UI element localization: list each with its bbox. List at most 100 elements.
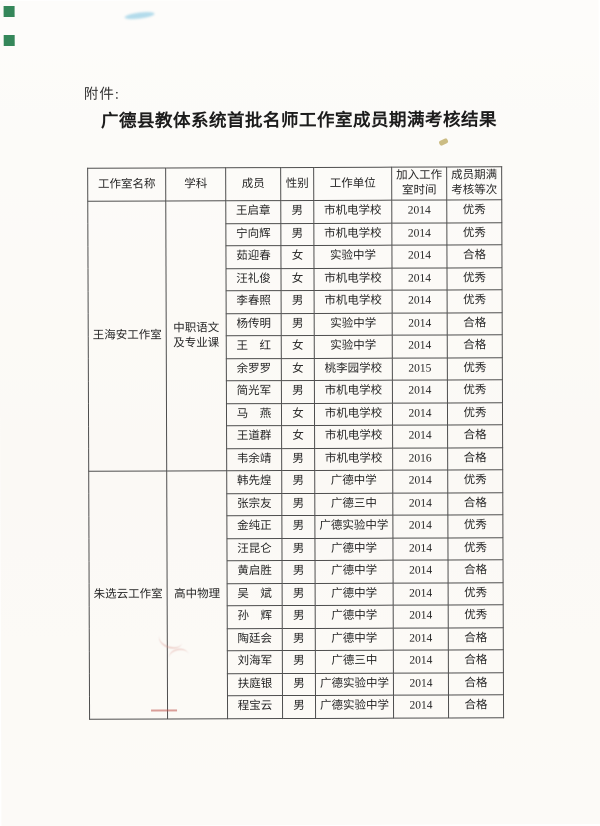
member-name-cell: 张宗友 <box>226 493 282 516</box>
assessment-grade-cell: 合格 <box>448 627 504 650</box>
work-unit-cell: 桃李园学校 <box>314 357 393 381</box>
gender-cell: 男 <box>281 537 316 561</box>
gender-cell: 男 <box>280 222 314 246</box>
work-unit-cell: 市机电学校 <box>314 380 393 403</box>
table-row: 王海安工作室 中职语文 及专业课 王启章男市机电学校 2014 优秀 <box>87 199 502 472</box>
gender-cell: 女 <box>280 245 314 269</box>
join-year-cell: 2014 <box>393 672 449 696</box>
assessment-grade-cell: 优秀 <box>446 222 502 245</box>
work-unit-cell: 广德中学 <box>315 582 394 606</box>
work-unit-cell: 市机电学校 <box>314 290 393 313</box>
gender-cell: 女 <box>281 402 315 426</box>
join-year-cell: 2014 <box>393 604 449 628</box>
member-name-cell: 吴 斌 <box>227 583 283 606</box>
join-year-cell: 2014 <box>392 334 448 358</box>
gender-cell: 男 <box>281 447 315 471</box>
gender-cell: 男 <box>282 560 316 584</box>
work-unit-cell: 实验中学 <box>313 245 392 268</box>
member-name-cell: 简光军 <box>226 380 282 404</box>
join-year-cell: 2014 <box>391 244 447 268</box>
column-header-3: 性别 <box>280 167 314 201</box>
join-year-cell: 2014 <box>391 267 448 291</box>
assessment-grade-cell: 优秀 <box>446 199 502 223</box>
join-year-cell: 2014 <box>392 424 448 448</box>
member-name-cell: 刘海军 <box>227 650 283 674</box>
studio-name-cell-1: 朱选云工作室 <box>88 470 168 719</box>
work-unit-cell: 市机电学校 <box>313 200 392 223</box>
assessment-grade-cell: 合格 <box>447 447 503 470</box>
gender-cell: 男 <box>280 200 314 224</box>
gender-cell: 男 <box>282 695 316 719</box>
assessment-results-table: 工作室名称 学科 成员 性别 工作单位 加入工作 室时间 成员期满 考核等次 王海安工作室中… <box>87 166 504 719</box>
gender-cell: 男 <box>282 650 316 674</box>
assessment-grade-cell: 优秀 <box>447 514 503 538</box>
member-name-cell: 陶廷会 <box>227 628 283 651</box>
member-name-cell: 金纯正 <box>226 515 282 539</box>
work-unit-cell: 广德中学 <box>315 627 394 651</box>
column-header-6: 成员期满 考核等次 <box>446 166 502 200</box>
join-year-cell: 2014 <box>393 649 449 673</box>
column-header-1: 学科 <box>165 167 226 201</box>
table-header-row: 工作室名称 学科 成员 性别 工作单位 加入工作 室时间 成员期满 考核等次 <box>87 166 502 202</box>
column-header-0: 工作室名称 <box>87 167 166 202</box>
assessment-grade-cell: 优秀 <box>447 469 503 493</box>
table-body: 王海安工作室 中职语文 及专业课 王启章男市机电学校 2014 优秀 宁向辉男市机电学校 2… <box>87 199 504 719</box>
subject-cell-0: 中职语文 及专业课 <box>165 200 227 471</box>
join-year-cell: 2014 <box>391 199 447 223</box>
gender-cell: 女 <box>281 425 315 449</box>
assessment-grade-cell: 合格 <box>446 244 502 268</box>
assessment-grade-cell: 合格 <box>447 492 503 515</box>
column-header-5: 加入工作 室时间 <box>391 166 447 201</box>
assessment-grade-cell: 优秀 <box>447 537 504 560</box>
member-name-cell: 黄启胜 <box>227 560 283 584</box>
member-name-cell: 韦余靖 <box>226 448 282 471</box>
table-row: 朱选云工作室 高中物理 韩先煌男广德中学 2014 优秀 <box>88 469 503 719</box>
subject-cell-1: 高中物理 <box>166 470 228 719</box>
studio-name-cell-0: 王海安工作室 <box>87 200 167 472</box>
work-unit-cell: 广德三中 <box>315 650 394 673</box>
assessment-grade-cell: 合格 <box>448 559 504 583</box>
member-name-cell: 杨传明 <box>226 313 282 336</box>
work-unit-cell: 实验中学 <box>314 312 393 336</box>
gender-cell: 女 <box>280 267 315 291</box>
work-unit-cell: 市机电学校 <box>313 267 393 291</box>
work-unit-cell: 广德中学 <box>315 605 394 628</box>
work-unit-cell: 广德实验中学 <box>315 695 394 718</box>
cyan-ink-smudge <box>124 10 155 21</box>
assessment-grade-cell: 优秀 <box>447 402 503 425</box>
gender-cell: 男 <box>281 492 315 516</box>
member-name-cell: 宁向辉 <box>225 223 281 246</box>
member-name-cell: 李春照 <box>226 290 282 314</box>
join-year-cell: 2014 <box>392 312 448 336</box>
yellow-speck-mark <box>438 137 449 147</box>
work-unit-cell: 市机电学校 <box>314 447 393 471</box>
work-unit-cell: 广德中学 <box>314 470 393 493</box>
join-year-cell: 2014 <box>392 514 448 538</box>
join-year-cell: 2014 <box>393 582 449 606</box>
member-name-cell: 王道群 <box>226 425 282 449</box>
member-name-cell: 王 红 <box>226 335 282 359</box>
gender-cell: 男 <box>281 515 315 539</box>
gender-cell: 男 <box>281 470 315 494</box>
work-unit-cell: 广德实验中学 <box>315 672 394 696</box>
join-year-cell: 2014 <box>392 492 448 516</box>
attachment-label: 附件: <box>83 86 120 103</box>
join-year-cell: 2014 <box>391 222 447 246</box>
member-name-cell: 余罗罗 <box>226 358 282 381</box>
column-header-2: 成员 <box>225 167 281 201</box>
member-name-cell: 扶庭银 <box>227 673 283 696</box>
join-year-cell: 2014 <box>393 627 449 651</box>
assessment-grade-cell: 优秀 <box>448 604 504 628</box>
work-unit-cell: 市机电学校 <box>313 222 392 246</box>
member-name-cell: 汪昆仑 <box>226 538 283 561</box>
assessment-grade-cell: 优秀 <box>447 379 503 403</box>
member-name-cell: 马 燕 <box>226 403 282 426</box>
assessment-grade-cell: 优秀 <box>447 357 503 380</box>
join-year-cell: 2014 <box>392 379 448 403</box>
scanner-green-square-mark-top <box>3 5 15 18</box>
gender-cell: 男 <box>282 672 316 696</box>
member-name-cell: 韩先煌 <box>226 470 282 494</box>
join-year-cell: 2016 <box>392 447 448 471</box>
work-unit-cell: 市机电学校 <box>314 425 393 448</box>
join-year-cell: 2014 <box>392 289 448 313</box>
